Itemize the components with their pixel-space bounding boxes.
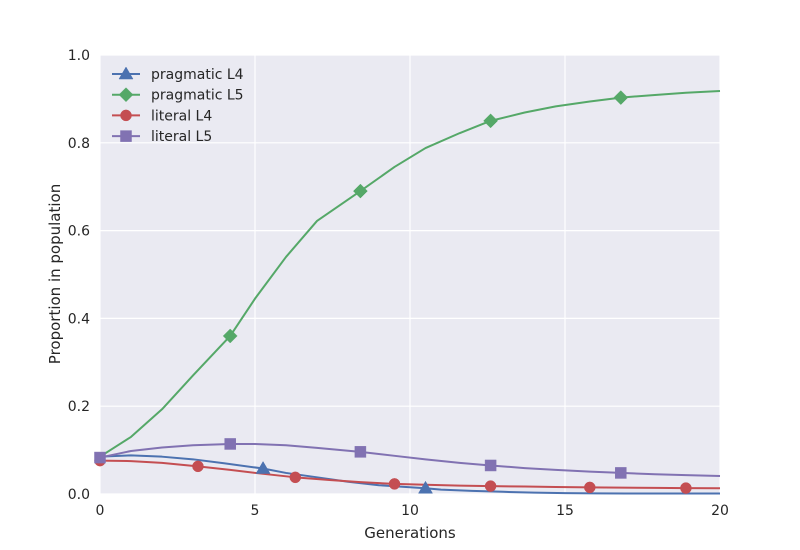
data-point-literal-l5 [224, 438, 236, 450]
x-tick-label: 0 [96, 503, 105, 519]
series-markers [94, 90, 692, 494]
y-tick-label: 0.6 [68, 224, 90, 240]
data-point-pragmatic-l4 [255, 461, 271, 474]
data-point-pragmatic-l5 [613, 90, 629, 105]
y-tick-label: 1.0 [68, 48, 90, 64]
legend-label-literal-l5: literal L5 [151, 129, 212, 145]
legend-label-pragmatic-l5: pragmatic L5 [151, 88, 244, 104]
data-point-literal-l4 [289, 471, 302, 484]
legend-label-pragmatic-l4: pragmatic L4 [151, 67, 244, 83]
data-point-literal-l4 [388, 478, 401, 490]
data-point-literal-l4 [680, 482, 692, 494]
legend-label-literal-l4: literal L4 [151, 108, 212, 124]
data-point-literal-l5 [484, 459, 497, 472]
legend-marker-pragmatic-l5 [118, 87, 134, 103]
data-point-pragmatic-l5 [222, 328, 238, 344]
x-tick-label: 10 [401, 503, 419, 519]
data-point-literal-l5 [94, 451, 106, 464]
legend-marker-literal-l5 [120, 130, 132, 142]
x-axis-ticks: 0 5 10 15 20 [96, 503, 729, 519]
data-point-literal-l5 [354, 446, 367, 458]
y-tick-label: 0.2 [68, 399, 90, 415]
data-point-literal-l4 [584, 481, 596, 494]
y-axis-title: Proportion in population [46, 184, 64, 364]
data-point-literal-l5 [615, 467, 627, 479]
data-point-pragmatic-l4 [418, 480, 433, 494]
data-point-pragmatic-l5 [483, 113, 498, 129]
legend: pragmatic L4 pragmatic L5 literal L4 litera… [112, 66, 244, 145]
y-tick-label: 0.0 [68, 487, 90, 503]
data-point-literal-l4 [484, 480, 497, 492]
legend-marker-literal-l4 [120, 109, 132, 122]
x-tick-label: 5 [251, 503, 260, 519]
data-point-literal-l4 [192, 460, 204, 473]
y-axis-ticks: 0.0 0.2 0.4 0.6 0.8 1.0 [68, 48, 90, 503]
x-tick-label: 15 [556, 503, 574, 519]
x-axis-title: Generations [364, 524, 456, 542]
y-tick-label: 0.4 [68, 311, 90, 327]
legend-marker-pragmatic-l4 [118, 66, 134, 80]
grid-lines [99, 54, 721, 495]
x-tick-label: 20 [711, 503, 729, 519]
y-tick-label: 0.8 [68, 136, 90, 152]
data-point-pragmatic-l5 [353, 183, 368, 199]
